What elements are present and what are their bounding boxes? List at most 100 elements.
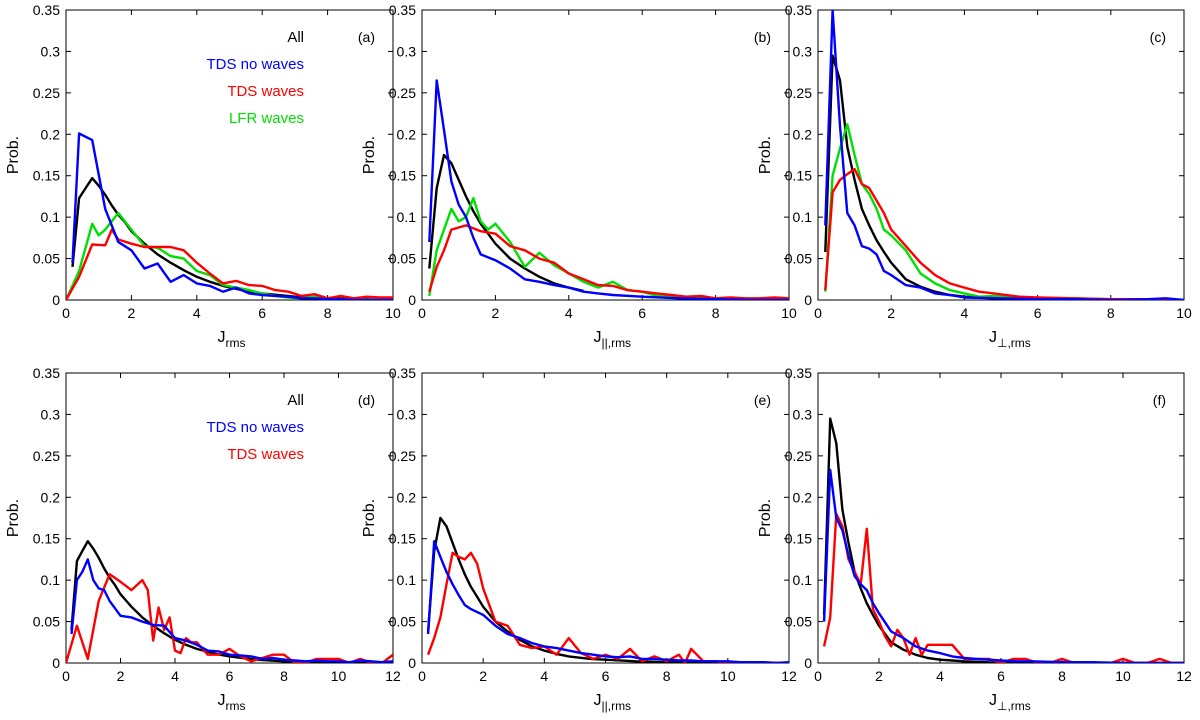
panel-f-ytick-label: 0 bbox=[804, 655, 812, 671]
panel-c-ytick-label: 0.2 bbox=[793, 126, 813, 142]
panel-d-xtick-label: 12 bbox=[385, 668, 401, 684]
panel-d-xtick-label: 6 bbox=[226, 668, 234, 684]
panel-a-xtick-label: 8 bbox=[324, 305, 332, 321]
panel-e-series-tds-no-waves bbox=[426, 540, 789, 663]
panel-a-xtick-label: 6 bbox=[258, 305, 266, 321]
panel-a-ytick-label: 0.2 bbox=[41, 126, 61, 142]
panel-a-legend-tds-no-waves: TDS no waves bbox=[206, 56, 304, 73]
panel-c-ytick-label: 0.35 bbox=[785, 2, 812, 18]
panel-f-ytick-label: 0.05 bbox=[785, 614, 812, 630]
panel-d-series-tds-no-waves bbox=[70, 558, 393, 663]
panel-c-xtick-label: 10 bbox=[1176, 305, 1192, 321]
panel-d-xtick-label: 0 bbox=[62, 668, 70, 684]
panel-f-ytick-label: 0.35 bbox=[785, 365, 812, 381]
panel-b-ytick-label: 0.05 bbox=[389, 251, 416, 267]
panel-b-series-lfr-waves bbox=[428, 196, 789, 300]
panel-b-series-tds-no-waves bbox=[428, 79, 789, 300]
panel-e-ylabel: Prob. bbox=[361, 499, 378, 537]
panel-c-xtick-label: 4 bbox=[961, 305, 969, 321]
panel-c-ytick-label: 0.05 bbox=[785, 251, 812, 267]
panel-b-ylabel: Prob. bbox=[361, 136, 378, 174]
panel-c-xtick-label: 2 bbox=[887, 305, 895, 321]
panel-a-ytick-label: 0.05 bbox=[33, 251, 60, 267]
panel-c-frame bbox=[817, 9, 1185, 301]
panel-a-legend-tds-waves: TDS waves bbox=[227, 83, 304, 100]
panel-e: 0 0.05 0.1 0.15 0.2 0.25 0.3 0.35 0 2 4 6 8 10 12 J||,r… bbox=[361, 365, 797, 713]
panel-e-ytick-label: 0.25 bbox=[389, 448, 416, 464]
panel-f-series-tds-waves bbox=[822, 512, 1184, 663]
panel-c-series-tds-waves bbox=[824, 167, 1184, 300]
panel-f-xtick-label: 8 bbox=[1058, 668, 1066, 684]
panel-f-xtick-label: 6 bbox=[997, 668, 1005, 684]
panel-f: 0 0.05 0.1 0.15 0.2 0.25 0.3 0.35 0 2 4 6 8 10 12 J⊥,rm… bbox=[757, 365, 1192, 713]
panel-d-ytick-label: 0.3 bbox=[41, 406, 61, 422]
panel-e-xtick-label: 0 bbox=[418, 668, 426, 684]
panel-a-tag: (a) bbox=[358, 29, 375, 45]
panel-f-ytick-label: 0.15 bbox=[785, 531, 812, 547]
panel-b-xtick-label: 2 bbox=[492, 305, 500, 321]
panel-c-xtick-label: 0 bbox=[814, 305, 822, 321]
panel-d-ytick-label: 0 bbox=[52, 655, 60, 671]
panel-d-legend-tds-no-waves: TDS no waves bbox=[206, 419, 304, 436]
panel-a-legend-all: All bbox=[287, 29, 304, 46]
panel-b-ytick-label: 0 bbox=[408, 292, 416, 308]
panel-d-xlabel: Jrms bbox=[218, 692, 246, 713]
panel-b-ytick-label: 0.15 bbox=[389, 168, 416, 184]
panel-a-ytick-label: 0.25 bbox=[33, 85, 60, 101]
panel-b-ytick-label: 0.2 bbox=[397, 126, 417, 142]
panel-f-ytick-label: 0.25 bbox=[785, 448, 812, 464]
panel-a-xtick-label: 0 bbox=[62, 305, 70, 321]
panel-e-xtick-label: 4 bbox=[540, 668, 548, 684]
panel-d-tag: (d) bbox=[358, 392, 375, 408]
panel-a-ytick-label: 0.15 bbox=[33, 168, 60, 184]
panel-b-xtick-label: 10 bbox=[781, 305, 797, 321]
panel-b: 0 0.05 0.1 0.15 0.2 0.25 0.3 0.35 0 2 4 6 8 10 J||,rms… bbox=[361, 2, 797, 350]
panel-f-xtick-label: 0 bbox=[814, 668, 822, 684]
panel-a-ylabel: Prob. bbox=[5, 136, 22, 174]
panel-c: 0 0.05 0.1 0.15 0.2 0.25 0.3 0.35 0 2 4 6 8 10 J⊥,rms P… bbox=[757, 2, 1192, 350]
panel-c-ytick-label: 0.15 bbox=[785, 168, 812, 184]
panel-e-xtick-label: 10 bbox=[720, 668, 736, 684]
panel-d-ytick-label: 0.35 bbox=[33, 365, 60, 381]
panel-a: 0 0.05 0.1 0.15 0.2 0.25 0.3 0.35 0 2 4 6 8 10 Jrms Pro… bbox=[5, 2, 401, 350]
panel-d-ylabel: Prob. bbox=[5, 499, 22, 537]
panel-e-ytick-label: 0.15 bbox=[389, 531, 416, 547]
panel-f-ytick-label: 0.2 bbox=[793, 489, 813, 505]
panel-d-xtick-label: 2 bbox=[117, 668, 125, 684]
panel-b-ytick-label: 0.25 bbox=[389, 85, 416, 101]
panel-b-frame bbox=[421, 9, 790, 301]
panel-a-ytick-label: 0 bbox=[52, 292, 60, 308]
panel-d-ytick-label: 0.2 bbox=[41, 489, 61, 505]
panel-c-ytick-label: 0 bbox=[804, 292, 812, 308]
panel-a-frame bbox=[65, 9, 394, 301]
panel-b-ytick-label: 0.3 bbox=[397, 43, 417, 59]
panel-e-ytick-label: 0.05 bbox=[389, 614, 416, 630]
panel-f-series-tds-no-waves bbox=[822, 468, 1184, 663]
panel-b-xtick-label: 4 bbox=[565, 305, 573, 321]
panel-c-xtick-label: 6 bbox=[1034, 305, 1042, 321]
panel-e-xtick-label: 2 bbox=[479, 668, 487, 684]
panel-b-tag: (b) bbox=[754, 29, 771, 45]
panel-f-xlabel: J⊥,rms bbox=[989, 692, 1031, 713]
panel-f-ytick-label: 0.3 bbox=[793, 406, 813, 422]
panel-d-legend-all: All bbox=[287, 392, 304, 409]
panel-e-ytick-label: 0.1 bbox=[397, 572, 417, 588]
panel-a-xtick-label: 10 bbox=[385, 305, 401, 321]
panel-b-ytick-label: 0.1 bbox=[397, 209, 417, 225]
panel-d-xtick-label: 8 bbox=[280, 668, 288, 684]
panel-e-xtick-label: 8 bbox=[663, 668, 671, 684]
panel-d-ytick-label: 0.15 bbox=[33, 531, 60, 547]
panel-f-xtick-label: 10 bbox=[1115, 668, 1131, 684]
panel-b-ytick-label: 0.35 bbox=[389, 2, 416, 18]
panel-f-series-all bbox=[822, 417, 1184, 663]
panel-a-series-tds-no-waves bbox=[71, 132, 393, 300]
panel-b-xtick-label: 0 bbox=[418, 305, 426, 321]
panel-d-ytick-label: 0.25 bbox=[33, 448, 60, 464]
panel-c-ytick-label: 0.1 bbox=[793, 209, 813, 225]
panel-e-xlabel: J||,rms bbox=[594, 692, 632, 713]
panel-e-ytick-label: 0 bbox=[408, 655, 416, 671]
panel-e-xtick-label: 12 bbox=[781, 668, 797, 684]
panel-c-tag: (c) bbox=[1150, 29, 1166, 45]
